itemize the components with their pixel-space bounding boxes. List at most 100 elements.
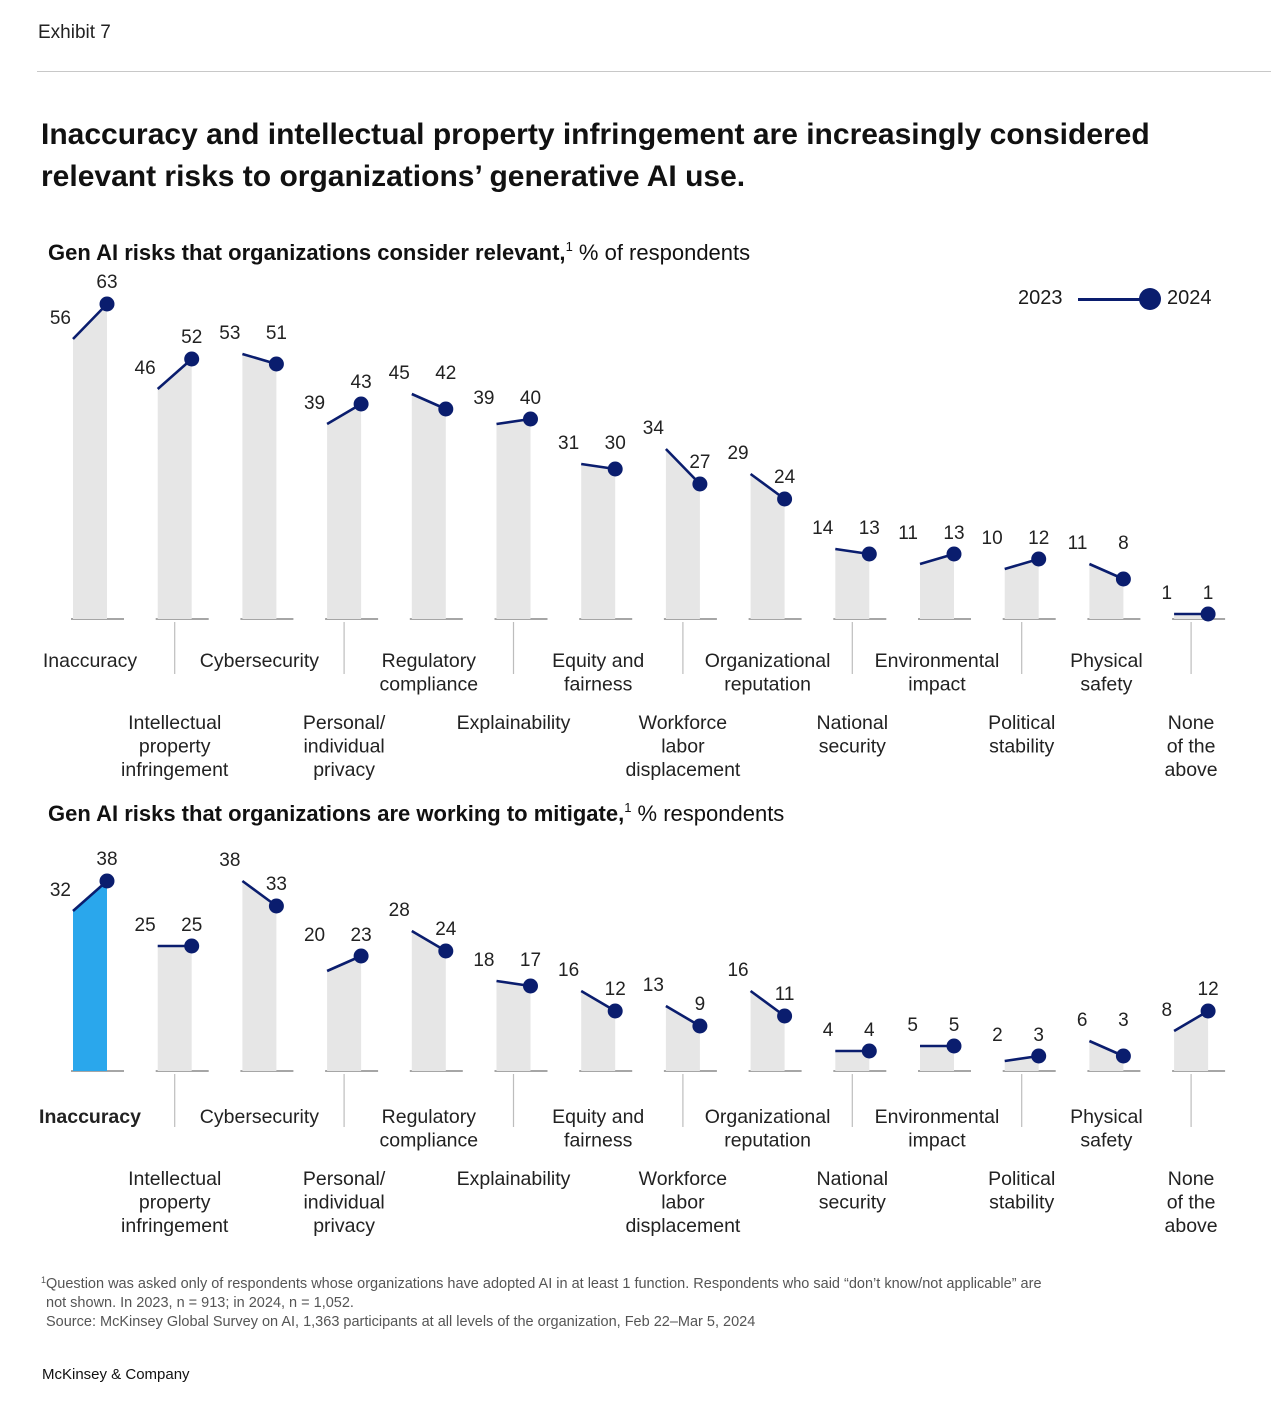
category-label-line: property (139, 1192, 211, 1214)
category-label-line: Intellectual (128, 1168, 221, 1190)
value-2023-regulatory-compliance: 45 (389, 363, 410, 384)
trend-line-intellectual-property-infringement (156, 358, 193, 390)
point-2024-personal-individual-privacy (353, 948, 369, 964)
category-label-none-of-the-above: None of the above (1165, 712, 1218, 781)
value-2023-personal-individual-privacy: 20 (304, 925, 325, 946)
footnote-line-1: Question was asked only of respondents w… (46, 1276, 1042, 1292)
category-label-equity-and-fairness: Equity and fairness (552, 650, 644, 696)
point-2024-personal-individual-privacy (353, 396, 369, 412)
category-label-line: Cybersecurity (200, 650, 319, 672)
value-2024-political-stability: 12 (1028, 528, 1049, 549)
value-2023-physical-safety: 11 (1068, 533, 1088, 554)
point-2024-inaccuracy (99, 873, 115, 889)
value-2024-personal-individual-privacy: 23 (351, 925, 372, 946)
category-label-line: impact (908, 674, 966, 696)
value-2023-environmental-impact: 11 (898, 523, 918, 544)
point-2024-physical-safety (1115, 1048, 1131, 1064)
category-label-line: impact (908, 1130, 966, 1152)
category-label-line: Explainability (457, 1168, 571, 1190)
category-label-line: Explainability (457, 712, 571, 734)
bar-personal-individual-privacy (327, 404, 362, 619)
legend-2024-label: 2024 (1167, 287, 1212, 309)
category-label-personal-individual-privacy: Personal/individual privacy (303, 712, 386, 781)
category-label-line: individual (303, 1192, 384, 1214)
value-2023-regulatory-compliance: 28 (389, 900, 410, 921)
category-label-line: Political (988, 712, 1055, 734)
category-label-cybersecurity: Cybersecurity (200, 1106, 319, 1128)
category-label-line: Intellectual (128, 712, 221, 734)
value-2024-regulatory-compliance: 42 (435, 363, 456, 384)
legend-2023-label: 2023 (1018, 287, 1063, 309)
point-2024-cybersecurity (268, 898, 284, 914)
value-2023-political-stability: 2 (992, 1025, 1003, 1046)
category-label-line: above (1165, 1215, 1218, 1237)
category-label-line: privacy (313, 759, 375, 781)
bar-equity-and-fairness (581, 464, 616, 619)
bar-organizational-reputation (750, 474, 785, 619)
value-2024-intellectual-property-infringement: 25 (181, 915, 202, 936)
category-label-line: security (819, 736, 886, 758)
category-label-line: Equity and (552, 650, 644, 672)
value-2024-organizational-reputation: 11 (775, 984, 795, 1005)
category-label-organizational-reputation: Organizational reputation (705, 1106, 831, 1152)
value-2024-physical-safety: 3 (1118, 1010, 1129, 1031)
category-label-line: Regulatory (382, 650, 477, 672)
category-label-line: Physical (1070, 650, 1143, 672)
value-2024-intellectual-property-infringement: 52 (181, 327, 202, 348)
bar-inaccuracy (73, 304, 107, 619)
category-label-environmental-impact: Environmental impact (875, 650, 1000, 696)
value-2024-workforce-labor-displacement: 9 (695, 994, 706, 1015)
category-label-inaccuracy: Inaccuracy (39, 1106, 141, 1128)
category-label-line: Workforce (639, 1168, 728, 1190)
category-label-political-stability: Political stability (988, 1168, 1055, 1214)
chart-1-title: Gen AI risks that organizations consider… (48, 240, 566, 265)
category-label-organizational-reputation: Organizational reputation (705, 650, 831, 696)
category-label-line: Regulatory (382, 1106, 477, 1128)
value-2023-political-stability: 10 (982, 528, 1003, 549)
bar-national-security (835, 549, 870, 619)
footnote-line-2: not shown. In 2023, n = 913; in 2024, n … (46, 1295, 354, 1311)
category-label-line: compliance (379, 1130, 478, 1152)
category-label-line: Physical (1070, 1106, 1143, 1128)
category-label-line: safety (1080, 674, 1132, 696)
chart-1-unit: % of respondents (578, 240, 751, 265)
category-label-line: stability (989, 736, 1054, 758)
category-label-line: reputation (724, 1130, 811, 1152)
value-2023-intellectual-property-infringement: 46 (135, 358, 156, 379)
point-2024-equity-and-fairness (607, 1003, 623, 1019)
bar-intellectual-property-infringement (157, 359, 192, 619)
category-label-intellectual-property-infringement: Intellectual property infringement (121, 1168, 229, 1237)
category-label-workforce-labor-displacement: Workforce labor displacement (625, 1168, 740, 1237)
category-label-line: National (817, 1168, 889, 1190)
value-2023-organizational-reputation: 29 (727, 443, 748, 464)
category-label-line: Inaccuracy (43, 650, 138, 672)
value-2024-environmental-impact: 5 (949, 1015, 960, 1036)
bar-environmental-impact (920, 1046, 954, 1071)
bar-equity-and-fairness (581, 991, 616, 1071)
category-label-line: Political (988, 1168, 1055, 1190)
value-2024-cybersecurity: 33 (266, 874, 287, 895)
category-label-line: of the (1167, 1192, 1216, 1214)
category-label-inaccuracy: Inaccuracy (43, 650, 138, 672)
category-label-line: displacement (625, 759, 740, 781)
value-2023-physical-safety: 6 (1077, 1010, 1088, 1031)
value-2024-organizational-reputation: 24 (774, 467, 796, 488)
category-label-political-stability: Political stability (988, 712, 1055, 758)
value-2023-cybersecurity: 53 (219, 323, 240, 344)
legend-dot-marker (1139, 288, 1161, 310)
point-2024-cybersecurity (268, 356, 284, 372)
category-label-line: fairness (564, 674, 633, 696)
headline: Inaccuracy and intellectual property inf… (41, 118, 1150, 193)
chart-2-title: Gen AI risks that organizations are work… (48, 801, 625, 826)
category-label-line: individual (303, 736, 384, 758)
point-2024-explainability (523, 978, 538, 994)
category-label-equity-and-fairness: Equity and fairness (552, 1106, 644, 1152)
category-label-line: fairness (564, 1130, 633, 1152)
value-2023-environmental-impact: 5 (907, 1015, 918, 1036)
trend-line-workforce-labor-displacement (664, 448, 701, 485)
category-label-line: labor (661, 1192, 705, 1214)
category-label-line: Personal/ (303, 1168, 386, 1190)
point-2024-explainability (523, 411, 538, 427)
value-2023-workforce-labor-displacement: 13 (643, 975, 664, 996)
